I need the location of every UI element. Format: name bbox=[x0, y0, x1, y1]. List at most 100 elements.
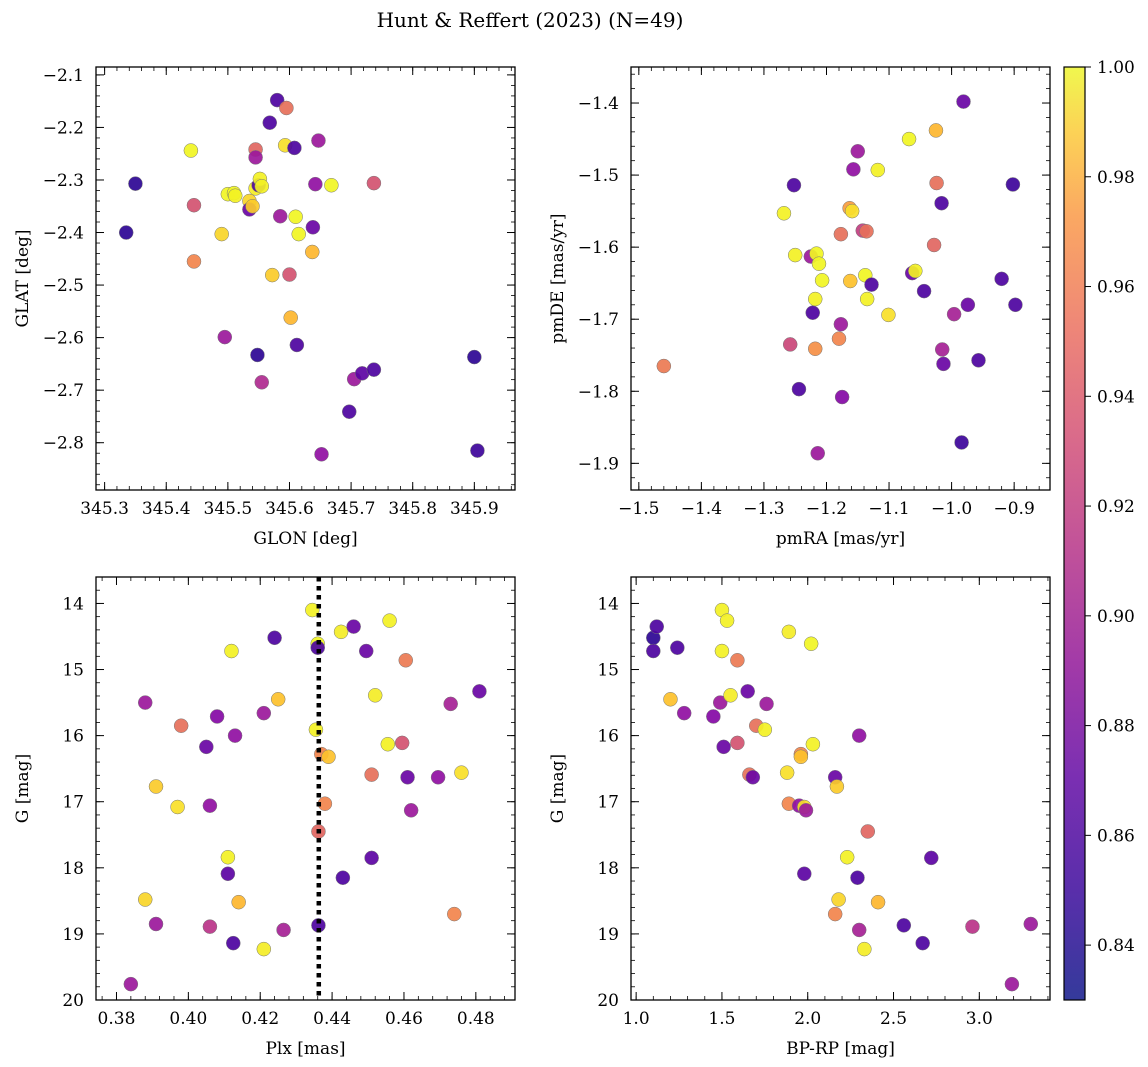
data-point bbox=[864, 277, 879, 292]
data-point bbox=[470, 443, 485, 458]
data-point bbox=[262, 115, 278, 130]
y-tick-label: −2.3 bbox=[43, 171, 84, 191]
data-point bbox=[670, 640, 685, 655]
data-point bbox=[834, 389, 850, 405]
y-tick-label: −2.5 bbox=[43, 276, 84, 296]
data-point bbox=[467, 349, 482, 365]
data-point bbox=[272, 208, 288, 224]
y-tick-label: 14 bbox=[62, 594, 84, 614]
data-point bbox=[186, 254, 202, 269]
data-point bbox=[745, 770, 761, 785]
colorbar-tick-label: 0.94 bbox=[1097, 387, 1135, 407]
data-point bbox=[706, 709, 721, 724]
y-tick-label: −2.6 bbox=[43, 329, 84, 349]
data-point bbox=[791, 381, 807, 397]
data-point bbox=[915, 935, 930, 951]
data-point bbox=[1008, 297, 1023, 313]
y-tick-label: 20 bbox=[62, 991, 84, 1011]
data-point bbox=[782, 337, 798, 352]
y-tick-label: −2.8 bbox=[43, 434, 84, 454]
data-point bbox=[656, 358, 672, 374]
data-point bbox=[202, 798, 218, 813]
x-tick-label: 345.5 bbox=[204, 499, 253, 519]
data-point bbox=[716, 739, 731, 755]
data-point bbox=[954, 435, 969, 450]
y-tick-label: −1.7 bbox=[578, 310, 619, 330]
data-point bbox=[214, 226, 229, 242]
data-point bbox=[831, 331, 847, 346]
data-point bbox=[759, 696, 774, 712]
data-point bbox=[324, 177, 339, 193]
data-point bbox=[646, 643, 661, 659]
data-point bbox=[740, 684, 755, 699]
data-point bbox=[994, 271, 1009, 287]
data-point bbox=[663, 692, 678, 707]
data-point bbox=[956, 94, 971, 109]
data-point bbox=[896, 918, 912, 933]
data-point bbox=[881, 307, 896, 323]
data-point bbox=[805, 736, 821, 752]
y-tick-label: −1.5 bbox=[578, 166, 619, 186]
data-point bbox=[960, 297, 976, 313]
data-point bbox=[839, 849, 855, 865]
data-point bbox=[333, 624, 349, 640]
data-point bbox=[730, 735, 745, 751]
data-point bbox=[267, 630, 282, 646]
data-point bbox=[217, 329, 233, 345]
data-point bbox=[712, 695, 728, 710]
colorbar: 0.84 0.86 0.88 0.90 0.92 0.94 0.96 0.98 1.00 bbox=[1063, 58, 1135, 1001]
x-tick-label: 0.48 bbox=[457, 1009, 495, 1029]
data-point bbox=[798, 803, 814, 818]
x-tick-label: 345.8 bbox=[388, 499, 437, 519]
data-point bbox=[793, 749, 809, 765]
data-point bbox=[226, 935, 241, 951]
colorbar-tick-label: 0.92 bbox=[1097, 497, 1135, 517]
data-point bbox=[358, 643, 374, 659]
data-point bbox=[971, 353, 986, 368]
data-point bbox=[851, 922, 867, 938]
y-tick-label: −2.2 bbox=[43, 118, 84, 138]
data-point bbox=[908, 263, 923, 279]
data-point bbox=[829, 779, 845, 794]
data-point bbox=[305, 602, 320, 618]
x-tick-label: 2.5 bbox=[880, 1009, 907, 1029]
data-point bbox=[308, 176, 323, 192]
data-point bbox=[382, 613, 397, 628]
data-point bbox=[447, 906, 462, 922]
data-point bbox=[805, 305, 820, 320]
data-point bbox=[248, 150, 263, 165]
data-point bbox=[118, 225, 134, 240]
x-tick-label: −1.0 bbox=[931, 499, 972, 519]
axes-frame bbox=[630, 66, 1051, 491]
data-point bbox=[128, 176, 143, 191]
x-tick-label: −1.2 bbox=[806, 499, 847, 519]
data-point bbox=[245, 198, 260, 214]
data-point bbox=[289, 337, 305, 353]
data-point bbox=[901, 131, 917, 147]
colorbar-tick-label: 0.98 bbox=[1097, 168, 1135, 188]
data-point bbox=[929, 175, 944, 191]
data-point bbox=[719, 613, 735, 628]
data-point bbox=[928, 123, 944, 138]
data-point bbox=[137, 892, 153, 907]
data-point bbox=[256, 705, 272, 721]
data-point bbox=[341, 404, 357, 419]
data-point bbox=[288, 209, 303, 225]
x-tick-label: 0.44 bbox=[313, 1009, 351, 1029]
data-point bbox=[366, 362, 382, 377]
data-point bbox=[934, 195, 949, 211]
panel-proper-motion: −1.5 −1.4 −1.3 −1.2 −1.1 −1.0 −0.9 −1.9 −1.8 −1.7… bbox=[548, 66, 1051, 549]
x-tick-label: −1.4 bbox=[681, 499, 722, 519]
data-point bbox=[364, 850, 379, 866]
x-tick-label: 0.42 bbox=[241, 1009, 279, 1029]
y-tick-label: 17 bbox=[597, 793, 619, 813]
data-point bbox=[228, 188, 243, 203]
x-tick-label: 345.3 bbox=[80, 499, 129, 519]
data-point bbox=[859, 291, 875, 307]
data-point bbox=[256, 941, 272, 957]
y-tick-label: −2.7 bbox=[43, 381, 84, 401]
data-point bbox=[321, 749, 336, 765]
data-point bbox=[430, 770, 446, 785]
data-point bbox=[366, 175, 382, 191]
data-point bbox=[1004, 976, 1020, 992]
